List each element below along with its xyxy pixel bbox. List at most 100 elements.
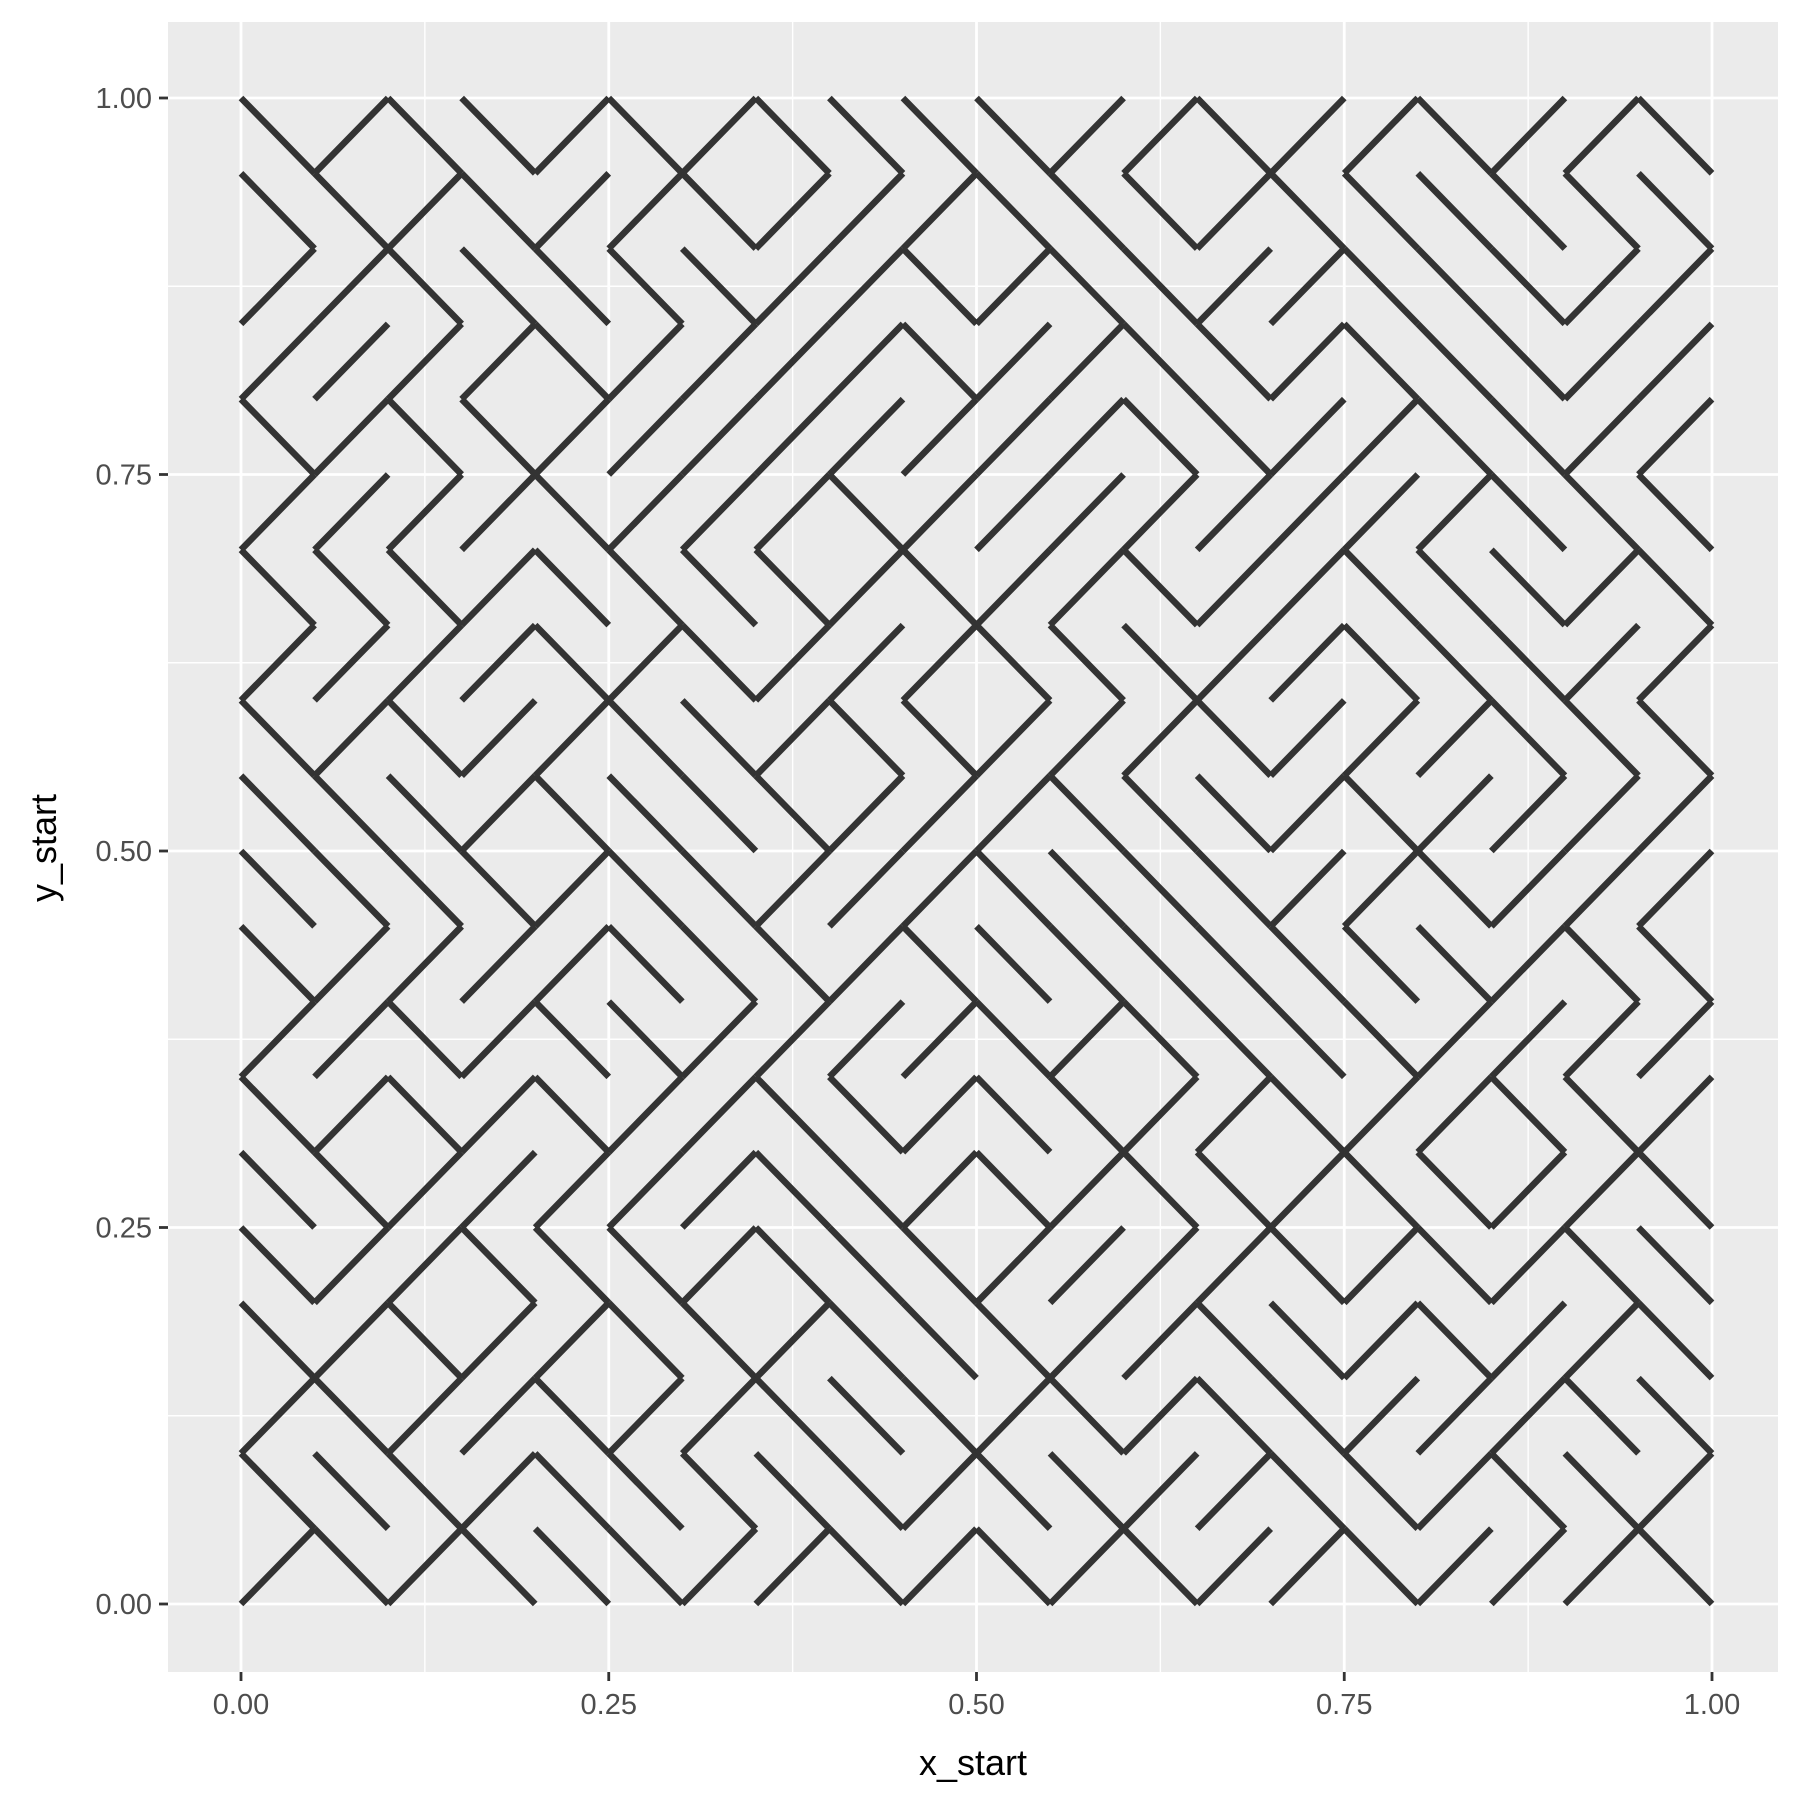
maze-segment <box>827 1149 906 1230</box>
maze-segment <box>1562 1375 1641 1456</box>
maze-segment <box>1194 396 1274 477</box>
maze-segment <box>312 321 391 402</box>
maze-segment <box>827 472 906 553</box>
maze-segment <box>312 1451 391 1531</box>
maze-segment <box>606 246 685 327</box>
maze-segment <box>1268 848 1347 929</box>
maze-segment <box>1047 1149 1126 1230</box>
maze-segment <box>1489 1300 1568 1381</box>
maze-segment <box>827 1074 906 1155</box>
maze-segments <box>238 95 1715 1607</box>
maze-segment <box>1121 1225 1200 1306</box>
maze-segment <box>900 848 979 929</box>
maze-segment <box>1341 1300 1421 1381</box>
maze-segment <box>1341 246 1421 327</box>
maze-segment <box>1489 622 1568 703</box>
maze-segment <box>532 1074 612 1155</box>
maze-segment <box>1489 472 1568 553</box>
maze-segment <box>1121 622 1200 703</box>
maze-segment <box>679 472 759 553</box>
maze-segment <box>1341 698 1421 778</box>
maze-segment <box>827 848 906 929</box>
maze-segment <box>459 1375 538 1456</box>
maze-segment <box>900 1149 979 1230</box>
maze-segment <box>1341 999 1421 1080</box>
maze-segment <box>238 622 317 703</box>
maze-segment <box>900 547 979 628</box>
maze-segment <box>900 698 979 778</box>
maze-segment <box>1047 848 1126 929</box>
maze-segment <box>1415 1074 1494 1155</box>
maze-segment <box>532 698 612 778</box>
maze-segment <box>1121 1375 1200 1456</box>
maze-segment <box>238 1074 317 1155</box>
maze-segment <box>1047 773 1126 854</box>
maze-segment <box>827 773 906 854</box>
maze-segment <box>238 1300 317 1381</box>
maze-segment <box>312 622 391 703</box>
maze-segment <box>532 246 612 327</box>
maze-segment <box>1415 698 1494 778</box>
maze-segment <box>532 999 612 1080</box>
maze-segment <box>1194 698 1274 778</box>
maze-segment <box>753 773 832 854</box>
maze-segment <box>1415 999 1494 1080</box>
maze-segment <box>1636 1225 1715 1306</box>
maze-segment <box>1562 773 1641 854</box>
maze-segment <box>385 924 464 1004</box>
maze-segment <box>459 698 538 778</box>
maze-segment <box>827 1526 906 1607</box>
maze-segment <box>1268 924 1347 1004</box>
maze-segment <box>827 171 906 251</box>
maze-segment <box>238 396 317 477</box>
maze-segment <box>459 1225 538 1306</box>
maze-segment <box>385 698 464 778</box>
maze-segment <box>1047 1526 1126 1607</box>
maze-segment <box>1047 698 1126 778</box>
maze-segment <box>1047 924 1126 1004</box>
maze-segment <box>385 999 464 1080</box>
maze-segment <box>1121 1526 1200 1607</box>
maze-segment <box>1562 95 1641 176</box>
maze-segment <box>1636 547 1715 628</box>
maze-segment <box>238 1451 317 1531</box>
maze-segment <box>1121 1451 1200 1531</box>
maze-segment <box>1121 547 1200 628</box>
maze-segment <box>1562 848 1641 929</box>
maze-segment <box>1636 95 1715 176</box>
maze-segment <box>1268 321 1347 402</box>
maze-segment <box>827 1225 906 1306</box>
maze-segment <box>459 95 538 176</box>
maze-segment <box>238 773 317 854</box>
maze-segment <box>312 1225 391 1306</box>
maze-segment <box>1194 848 1274 929</box>
maze-segment <box>900 246 979 327</box>
maze-segment <box>1636 396 1715 477</box>
maze-segment <box>679 1225 759 1306</box>
maze-segment <box>974 547 1053 628</box>
maze-segment <box>1268 1300 1347 1381</box>
maze-segment <box>459 999 538 1080</box>
maze-segment <box>679 246 759 327</box>
maze-segment <box>827 698 906 778</box>
maze-segment <box>1562 999 1641 1080</box>
y-tick-label: 0.50 <box>96 836 152 868</box>
maze-segment <box>1341 321 1421 402</box>
maze-segment <box>974 171 1053 251</box>
maze-segment <box>1194 924 1274 1004</box>
maze-segment <box>1047 171 1126 251</box>
maze-segment <box>1415 1225 1494 1306</box>
maze-segment <box>827 1375 906 1456</box>
maze-segment <box>1268 547 1347 628</box>
maze-segment <box>1415 1526 1494 1607</box>
y-tick-label: 1.00 <box>96 83 152 115</box>
maze-segment <box>606 1149 685 1230</box>
maze-segment <box>1489 246 1568 327</box>
maze-segment <box>1341 95 1421 176</box>
maze-segment <box>1121 1074 1200 1155</box>
maze-segment <box>1268 999 1347 1080</box>
maze-segment <box>1562 698 1641 778</box>
maze-segment <box>1268 622 1347 703</box>
maze-segment <box>1636 1074 1715 1155</box>
x-axis-title: x_start <box>919 1742 1027 1783</box>
